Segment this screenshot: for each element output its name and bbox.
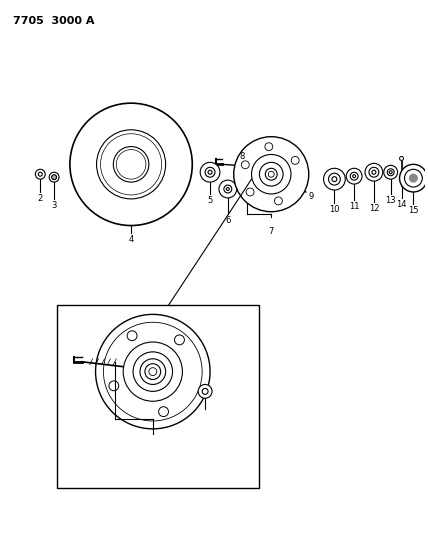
- Circle shape: [109, 381, 119, 391]
- Text: 13: 13: [385, 196, 396, 205]
- Circle shape: [234, 136, 309, 212]
- Circle shape: [145, 364, 160, 379]
- Text: 7705  3000 A: 7705 3000 A: [13, 17, 94, 26]
- Circle shape: [274, 197, 282, 205]
- Circle shape: [205, 167, 215, 177]
- Text: 16: 16: [200, 411, 211, 420]
- Circle shape: [350, 172, 358, 180]
- Circle shape: [400, 164, 427, 192]
- Circle shape: [200, 163, 220, 182]
- Circle shape: [265, 168, 277, 180]
- Circle shape: [332, 176, 337, 182]
- Circle shape: [39, 172, 42, 176]
- Text: 10: 10: [329, 205, 340, 214]
- Bar: [57, 305, 259, 488]
- Circle shape: [400, 157, 404, 160]
- Circle shape: [365, 163, 383, 181]
- Circle shape: [252, 155, 291, 194]
- Circle shape: [70, 103, 192, 225]
- Circle shape: [127, 331, 137, 341]
- Circle shape: [384, 165, 398, 179]
- Text: 7: 7: [268, 227, 274, 236]
- Circle shape: [113, 147, 149, 182]
- Text: 15: 15: [408, 206, 419, 215]
- Circle shape: [52, 175, 56, 180]
- Circle shape: [36, 169, 45, 179]
- Circle shape: [224, 185, 232, 193]
- Text: 8: 8: [108, 359, 113, 368]
- Circle shape: [387, 169, 394, 176]
- Circle shape: [140, 359, 166, 384]
- Text: 11: 11: [349, 202, 360, 211]
- Circle shape: [226, 188, 229, 190]
- Circle shape: [202, 389, 208, 394]
- Circle shape: [324, 168, 345, 190]
- Circle shape: [372, 170, 376, 174]
- Circle shape: [265, 143, 273, 151]
- Circle shape: [268, 171, 274, 177]
- Circle shape: [101, 134, 162, 195]
- Circle shape: [246, 188, 254, 196]
- Text: 12: 12: [369, 204, 379, 213]
- Circle shape: [291, 157, 299, 164]
- Circle shape: [175, 335, 184, 345]
- Circle shape: [159, 407, 169, 417]
- Text: 2: 2: [38, 194, 43, 203]
- Circle shape: [219, 180, 237, 198]
- Text: 9: 9: [309, 192, 314, 201]
- Circle shape: [410, 174, 417, 182]
- Circle shape: [133, 352, 172, 391]
- Circle shape: [116, 150, 146, 179]
- Circle shape: [259, 163, 283, 186]
- Circle shape: [123, 342, 182, 401]
- Circle shape: [404, 169, 422, 187]
- Text: 6: 6: [225, 216, 231, 225]
- Text: 8: 8: [239, 152, 244, 161]
- Circle shape: [104, 322, 202, 421]
- Circle shape: [329, 173, 340, 185]
- Circle shape: [49, 172, 59, 182]
- Circle shape: [346, 168, 362, 184]
- Circle shape: [149, 368, 157, 376]
- Circle shape: [97, 130, 166, 199]
- Text: 7: 7: [150, 443, 155, 453]
- Text: 4: 4: [128, 236, 134, 245]
- Circle shape: [241, 161, 249, 169]
- Circle shape: [95, 314, 210, 429]
- Text: 14: 14: [396, 200, 407, 209]
- Text: 5: 5: [208, 196, 213, 205]
- Circle shape: [353, 175, 356, 177]
- Circle shape: [198, 384, 212, 398]
- Text: 3: 3: [51, 201, 57, 210]
- Circle shape: [389, 171, 392, 174]
- Circle shape: [208, 170, 212, 174]
- Circle shape: [369, 167, 379, 177]
